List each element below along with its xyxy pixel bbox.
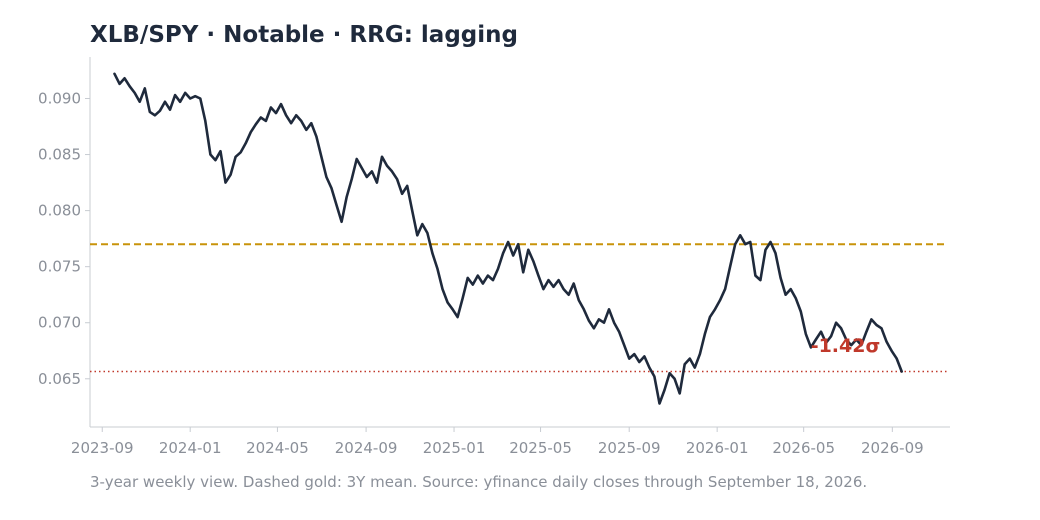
- x-tick-label: 2026-09: [861, 439, 924, 457]
- x-tick-label: 2024-09: [335, 439, 398, 457]
- y-tick-label: 0.065: [38, 370, 81, 388]
- chart-caption: 3-year weekly view. Dashed gold: 3Y mean…: [90, 473, 867, 491]
- y-tick-label: 0.075: [38, 258, 81, 276]
- y-tick-label: 0.085: [38, 146, 81, 164]
- x-tick-label: 2025-05: [509, 439, 572, 457]
- y-tick-label: 0.090: [38, 89, 81, 107]
- y-tick-label: 0.070: [38, 314, 81, 332]
- chart-title: XLB/SPY · Notable · RRG: lagging: [90, 22, 518, 48]
- x-tick-label: 2024-01: [159, 439, 222, 457]
- series-line: [113, 72, 903, 405]
- x-tick-label: 2026-01: [686, 439, 749, 457]
- zscore-annotation: -1.42σ: [811, 335, 881, 357]
- chart-axes: [89, 57, 950, 428]
- y-tick-label: 0.080: [38, 202, 81, 220]
- x-tick-label: 2024-05: [246, 439, 309, 457]
- series-group: [113, 72, 903, 405]
- x-tick-label: 2025-01: [423, 439, 486, 457]
- x-tick-label: 2023-09: [71, 439, 134, 457]
- x-ticks: 2023-09 2024-01 2024-05 2024-09 2025-01 2025-…: [71, 427, 924, 457]
- x-tick-label: 2025-09: [598, 439, 661, 457]
- y-ticks: 0.065 0.070 0.075 0.080 0.085 0.090: [38, 89, 90, 388]
- x-tick-label: 2026-05: [772, 439, 835, 457]
